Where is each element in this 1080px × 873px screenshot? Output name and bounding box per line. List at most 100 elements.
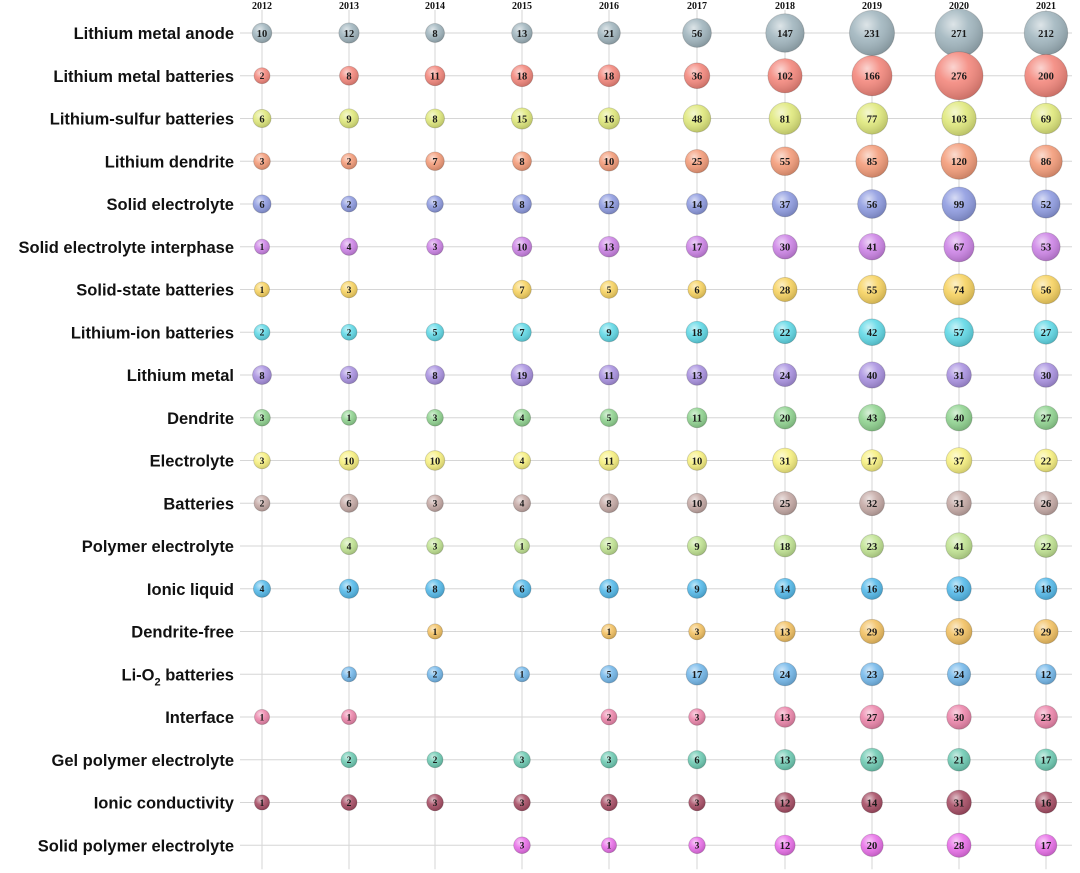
bubble-highlight: [253, 452, 271, 469]
bubble-gel-polymer-electrolyte-2020: 21: [947, 748, 971, 772]
bubble-highlight: [860, 748, 884, 772]
bubble-solid-electrolyte-interphase-2017: 17: [685, 235, 709, 258]
bubble-value-label: 40: [954, 414, 965, 425]
bubble-ionic-liquid-2013: 9: [338, 578, 360, 599]
bubble-polymer-electrolyte-2015: 1: [514, 538, 530, 554]
bubble-highlight: [1031, 189, 1061, 219]
bubble-value-label: 1: [347, 414, 352, 424]
bubble-polymer-electrolyte-2018: 18: [773, 534, 797, 558]
bubble-solid-state-batteries-2018: 28: [772, 277, 798, 302]
bubble-value-label: 147: [777, 29, 793, 40]
bubble-value-label: 1: [433, 628, 438, 638]
bubble-value-label: 13: [780, 756, 791, 767]
bubble-solid-polymer-electrolyte-2015: 3: [513, 836, 531, 854]
bubble-value-label: 10: [692, 499, 703, 510]
bubble-highlight: [339, 494, 359, 513]
bubble-value-label: 8: [346, 72, 351, 83]
bubble-value-label: 3: [607, 799, 612, 809]
bubble-value-label: 16: [1041, 798, 1052, 809]
bubble-highlight: [687, 450, 707, 471]
bubble-value-label: 271: [951, 29, 967, 40]
bubble-value-label: 9: [346, 114, 351, 125]
bubble-highlight: [687, 536, 707, 556]
bubble-value-label: 1: [347, 713, 352, 723]
bubble-highlight: [425, 450, 445, 471]
bubble-highlight: [858, 361, 886, 389]
bubble-highlight: [252, 109, 272, 128]
bubble-solid-electrolyte-2014: 3: [426, 195, 444, 213]
bubble-value-label: 32: [867, 499, 878, 510]
bubble-dendrite-2016: 5: [599, 408, 619, 428]
bubble-highlight: [1035, 577, 1057, 600]
bubble-highlight: [769, 102, 801, 135]
bubble-highlight: [254, 281, 270, 298]
bubble-highlight: [1035, 791, 1057, 814]
bubble-ionic-liquid-2018: 14: [774, 577, 796, 600]
bubble-value-label: 19: [517, 371, 528, 382]
bubble-lithium-metal-anode-2019: 231: [849, 10, 895, 56]
bubble-highlight: [600, 665, 618, 684]
bubble-solid-polymer-electrolyte-2020: 28: [946, 832, 972, 858]
bubble-solid-electrolyte-interphase-2019: 41: [858, 233, 886, 261]
bubble-electrolyte-2019: 17: [860, 449, 884, 472]
bubble-lithium-metal-2012: 8: [252, 365, 272, 385]
bubble-highlight: [426, 238, 444, 256]
bubble-value-label: 10: [604, 157, 615, 168]
bubble-ionic-conductivity-2019: 14: [861, 791, 883, 814]
bubble-value-label: 3: [260, 457, 265, 467]
bubble-value-label: 2: [433, 756, 438, 766]
bubble-highlight: [512, 194, 532, 214]
bubble-interface-2016: 2: [600, 708, 618, 726]
bubble-highlight: [774, 578, 796, 600]
bubble-lithium-dendrite-2014: 7: [425, 151, 445, 171]
year-label-2014: 2014: [425, 1, 445, 12]
bubble-lithium-sulfur-batteries-2017: 48: [682, 104, 712, 133]
bubble-ionic-conductivity-2016: 3: [600, 793, 618, 812]
bubble-highlight: [1029, 144, 1063, 178]
bubble-value-label: 8: [519, 200, 524, 211]
bubble-value-label: 10: [692, 456, 703, 467]
bubble-electrolyte-2013: 10: [338, 450, 360, 471]
bubble-solid-electrolyte-interphase-2013: 4: [339, 237, 359, 256]
bubble-highlight: [772, 277, 798, 302]
bubble-value-label: 2: [347, 158, 352, 168]
bubble-lithium-metal-2014: 8: [425, 365, 445, 385]
bubble-highlight: [774, 835, 796, 856]
bubble-value-label: 31: [954, 371, 965, 382]
bubble-batteries-2019: 32: [859, 490, 885, 517]
bubble-highlight: [597, 21, 621, 45]
keyword-label-dendrite-free: Dendrite-free: [131, 624, 234, 642]
bubble-highlight: [252, 23, 272, 43]
bubble-value-label: 1: [260, 713, 265, 723]
bubble-highlight: [947, 662, 971, 686]
bubble-polymer-electrolyte-2019: 23: [860, 534, 884, 558]
bubble-solid-polymer-electrolyte-2019: 20: [860, 833, 884, 857]
bubble-value-label: 29: [1041, 627, 1052, 638]
bubble-highlight: [686, 321, 708, 344]
bubble-value-label: 56: [1041, 285, 1052, 296]
bubble-ionic-liquid-2020: 30: [946, 576, 972, 602]
bubble-value-label: 18: [780, 542, 791, 553]
bubble-value-label: 39: [954, 627, 965, 638]
bubble-value-label: 8: [432, 114, 437, 125]
bubble-lithium-ion-batteries-2012: 2: [253, 323, 271, 341]
bubble-highlight: [861, 792, 883, 813]
bubble-value-label: 2: [347, 329, 352, 339]
bubble-lithium-dendrite-2013: 2: [340, 152, 358, 170]
bubble-value-label: 4: [347, 542, 352, 552]
bubble-value-label: 57: [954, 328, 965, 339]
bubble-value-label: 8: [606, 585, 611, 596]
bubble-highlight: [1033, 619, 1059, 644]
bubble-value-label: 6: [694, 285, 699, 296]
bubble-highlight: [600, 408, 618, 427]
bubble-value-label: 52: [1041, 200, 1052, 211]
bubble-lithium-metal-2019: 40: [858, 361, 886, 389]
bubble-ionic-liquid-2016: 8: [599, 578, 619, 599]
bubble-interface-2018: 13: [774, 706, 796, 728]
bubble-value-label: 22: [1041, 542, 1052, 553]
bubble-highlight: [426, 537, 444, 555]
bubble-solid-electrolyte-interphase-2020: 67: [943, 231, 975, 263]
bubble-highlight: [946, 490, 972, 516]
bubble-value-label: 8: [606, 499, 611, 510]
bubble-highlight: [849, 10, 895, 56]
